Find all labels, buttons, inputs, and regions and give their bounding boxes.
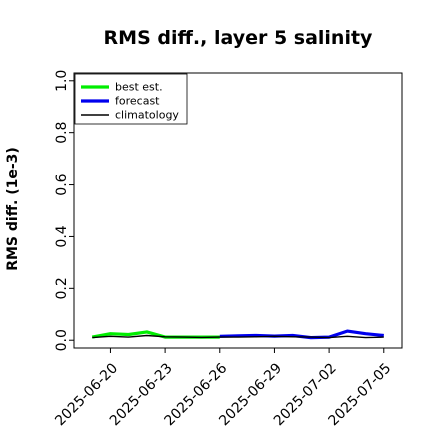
y-tick-label: 0.4 <box>54 225 70 247</box>
legend-label: climatology <box>115 109 179 122</box>
chart-title: RMS diff., layer 5 salinity <box>104 27 374 49</box>
plot-area <box>91 329 384 340</box>
series-line-climatology <box>92 334 384 339</box>
y-tick-label: 0.0 <box>54 329 70 351</box>
y-tick-label: 1.0 <box>54 70 70 92</box>
plot-frame <box>73 72 403 349</box>
y-tick-label: 0.6 <box>54 173 70 195</box>
legend-label: forecast <box>115 95 160 108</box>
y-tick-label: 0.8 <box>54 122 70 144</box>
y-tick-label: 0.2 <box>54 277 70 299</box>
y-axis-label: RMS diff. (1e-3) <box>5 147 21 271</box>
legend-label: best est. <box>115 81 163 94</box>
